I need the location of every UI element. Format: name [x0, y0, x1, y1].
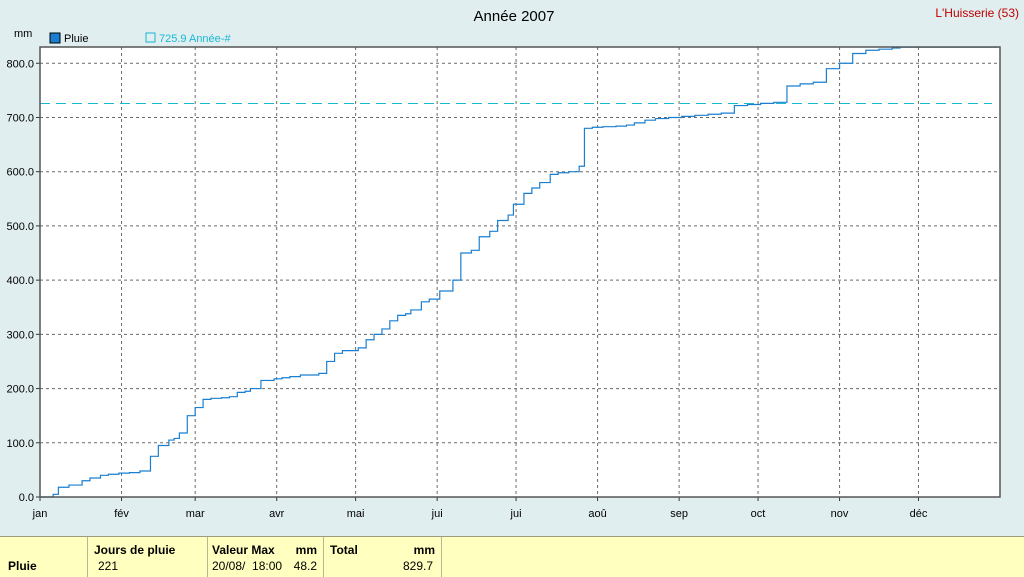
y-tick-label: 100.0 [6, 438, 34, 450]
chart-title: Année 2007 [474, 8, 555, 25]
y-tick-label: 200.0 [6, 384, 34, 396]
y-tick-label: 500.0 [6, 221, 34, 233]
max-value-header: Valeur Max [212, 543, 275, 557]
x-tick-label: jui [510, 508, 522, 520]
y-axis: 0.0 100.0 200.0 300.0 400.0 500.0 600.0 700.0 80… [6, 58, 40, 504]
total-cell: Total mm 829.7 [324, 537, 442, 577]
x-tick-label: nov [831, 508, 849, 520]
y-axis-unit: mm [14, 28, 32, 40]
x-axis: jan fév mar avr mai jui jui aoû sep oct nov déc [32, 497, 928, 520]
x-tick-label: mai [347, 508, 365, 520]
x-tick-label: mar [186, 508, 205, 520]
rainfall-chart: Année 2007 L'Huisserie (53) mm Pluie 725… [6, 6, 1019, 520]
total-value: 829.7 [402, 559, 433, 573]
x-tick-label: jan [32, 508, 48, 520]
total-header: Total [330, 543, 358, 557]
x-tick-label: fév [114, 508, 129, 520]
y-tick-label: 700.0 [6, 112, 34, 124]
station-name: L'Huisserie (53) [935, 6, 1019, 20]
summary-table: Pluie Jours de pluie 221 Valeur Max mm 2… [0, 536, 1024, 577]
row-label-cell: Pluie [0, 537, 88, 577]
x-tick-label: aoû [588, 508, 606, 520]
rain-days-header: Jours de pluie [94, 543, 176, 557]
y-tick-label: 0.0 [19, 492, 34, 504]
legend-reference-swatch [145, 32, 156, 43]
x-tick-label: oct [751, 508, 766, 520]
total-unit: mm [413, 543, 435, 557]
x-tick-label: jui [431, 508, 443, 520]
rain-days-cell: Jours de pluie 221 [88, 537, 208, 577]
y-tick-label: 300.0 [6, 329, 34, 341]
x-tick-label: déc [910, 508, 928, 520]
max-value-amount: 48.2 [293, 559, 317, 573]
x-tick-label: avr [269, 508, 285, 520]
y-tick-label: 400.0 [6, 275, 34, 287]
legend-pluie-label: Pluie [64, 33, 88, 45]
rain-days-value: 221 [98, 559, 119, 573]
y-tick-label: 800.0 [6, 58, 34, 70]
legend-reference-label: 725.9 Année-# [159, 33, 231, 45]
max-value-date: 20/08/ 18:00 [212, 559, 283, 573]
legend-pluie-swatch [49, 32, 61, 44]
plot-frame [39, 46, 1001, 498]
row-label: Pluie [8, 559, 37, 573]
series-line-pluie [40, 46, 998, 498]
max-value-unit: mm [295, 543, 317, 557]
y-tick-label: 600.0 [6, 167, 34, 179]
max-value-cell: Valeur Max mm 20/08/ 18:00 48.2 [208, 537, 324, 577]
plot-area [40, 47, 1000, 497]
x-tick-label: sep [670, 508, 688, 520]
